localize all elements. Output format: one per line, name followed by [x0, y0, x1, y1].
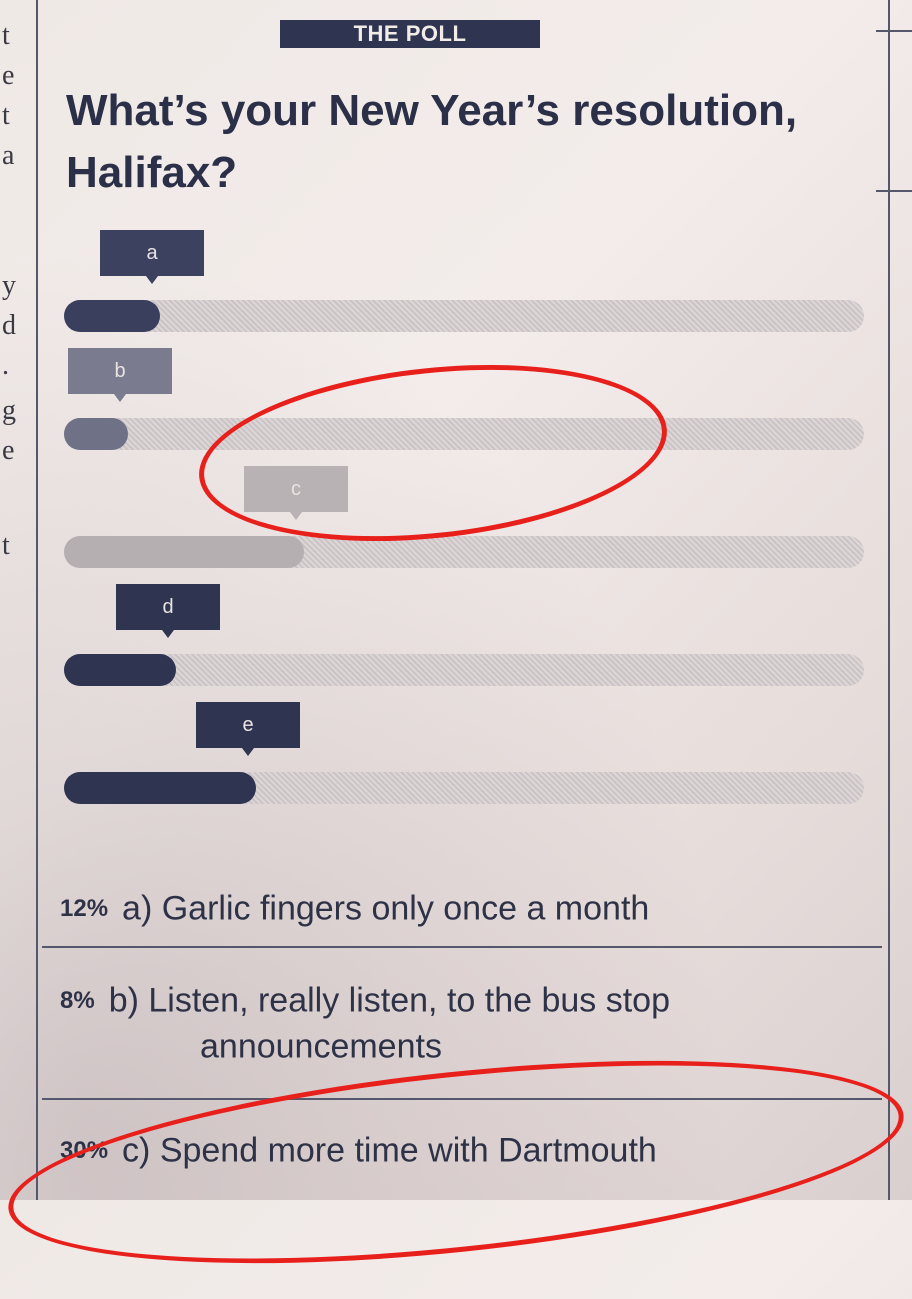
answer-text: c) Spend more time with Dartmouth: [122, 1131, 657, 1170]
bar-track-c: [64, 536, 864, 568]
answer-c: 30% c) Spend more time with Dartmouth: [60, 1130, 657, 1171]
column-rule-right: [888, 0, 890, 1200]
margin-letter: t: [2, 20, 10, 51]
bar-label-d: d: [116, 584, 220, 638]
adjacent-column-text: t e t a y d . g e t: [0, 0, 20, 1200]
bar-track-b: [64, 418, 864, 450]
margin-letter: d: [2, 310, 16, 341]
column-rule-left: [36, 0, 38, 1200]
answer-text: a) Garlic fingers only once a month: [122, 889, 650, 928]
answer-text: b) Listen, really listen, to the bus sto…: [108, 981, 670, 1020]
bar-label-a: a: [100, 230, 204, 284]
answer-a: 12% a) Garlic fingers only once a month: [60, 888, 649, 929]
bar-label-e: e: [196, 702, 300, 756]
bar-fill-a: [64, 300, 160, 332]
bar-track-e: [64, 772, 864, 804]
bar-track-d: [64, 654, 864, 686]
poll-question-title: What’s your New Year’s resolution, Halif…: [66, 86, 798, 197]
section-tag: THE POLL: [280, 20, 540, 48]
answer-divider: [42, 1098, 882, 1100]
margin-letter: e: [2, 435, 15, 466]
answer-divider: [42, 946, 882, 948]
red-marker-circle-answer: [0, 1025, 912, 1299]
answer-percent: 30%: [60, 1137, 109, 1165]
margin-letter: .: [2, 350, 9, 381]
bar-fill-e: [64, 772, 256, 804]
answer-text: announcements: [200, 1027, 442, 1066]
margin-letter: a: [2, 140, 15, 171]
right-column-rule: [876, 190, 912, 192]
margin-letter: y: [2, 270, 16, 301]
bar-fill-c: [64, 536, 304, 568]
margin-letter: t: [2, 100, 10, 131]
margin-letter: g: [2, 395, 16, 426]
answer-b: 8% b) Listen, really listen, to the bus s…: [60, 980, 670, 1021]
answer-percent: 12%: [60, 895, 109, 923]
margin-letter: e: [2, 60, 15, 91]
right-column-rule: [876, 30, 912, 32]
bar-fill-b: [64, 418, 128, 450]
bar-label-b: b: [68, 348, 172, 402]
margin-letter: t: [2, 530, 10, 561]
answer-b-continued: announcements: [200, 1026, 442, 1067]
red-marker-circle-chart: [190, 343, 676, 563]
bar-track-a: [64, 300, 864, 332]
bar-fill-d: [64, 654, 176, 686]
answer-percent: 8%: [60, 987, 95, 1015]
bar-label-c: c: [244, 466, 348, 520]
